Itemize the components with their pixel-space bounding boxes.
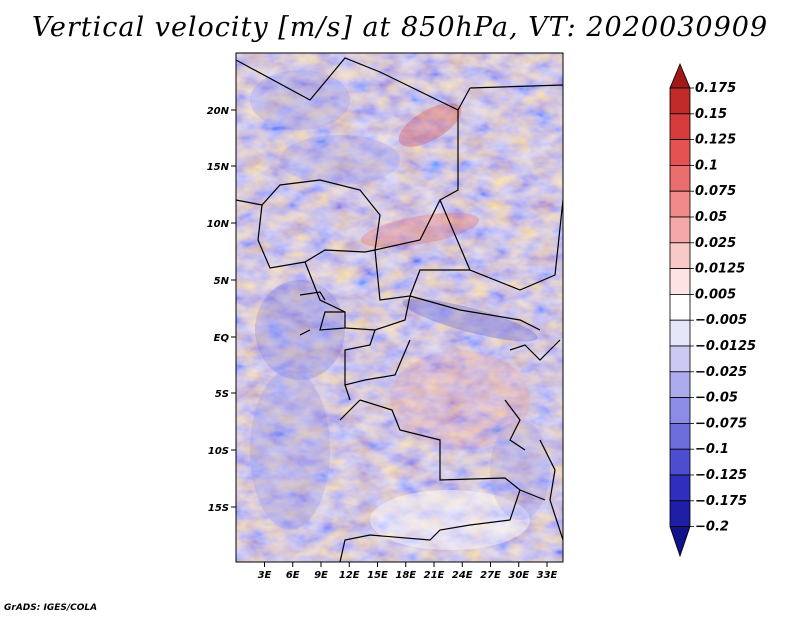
colorbar-label: −0.005: [695, 313, 747, 328]
colorbar-label: 0.125: [695, 133, 736, 148]
colorbar-swatch: [669, 190, 691, 218]
colorbar-swatch: [669, 62, 691, 89]
colorbar-swatch: [669, 319, 691, 347]
colorbar-swatch: [669, 448, 691, 476]
colorbar-swatch: [669, 397, 691, 424]
lat-label: 15N: [207, 162, 230, 173]
colorbar-swatch: [669, 371, 691, 398]
colorbar-label: 0.05: [695, 210, 727, 225]
lat-label: 10N: [207, 219, 230, 230]
colorbar-label: 0.0125: [695, 262, 745, 277]
colorbar-label: −0.075: [695, 416, 747, 431]
colorbar-swatch: [669, 216, 691, 244]
colorbar-label: −0.2: [695, 520, 729, 535]
colorbar-label: −0.175: [695, 494, 747, 509]
colorbar-label: −0.125: [695, 468, 747, 483]
colorbar-swatch: [669, 268, 691, 295]
colorbar: 0.175 0.15 0.125 0.1 0.075 0.05 0.025 0.0125 0.0…: [669, 62, 756, 558]
colorbar-swatch: [669, 139, 691, 166]
lon-label: 12E: [339, 570, 360, 581]
lat-label: 5N: [214, 276, 230, 287]
colorbar-label: 0.075: [695, 184, 736, 199]
lon-label: 24E: [452, 570, 473, 581]
colorbar-swatch: [669, 500, 691, 527]
colorbar-label: −0.0125: [695, 339, 756, 354]
lon-label: 3E: [258, 570, 272, 581]
lat-label: 10S: [208, 446, 229, 457]
colorbar-label: −0.025: [695, 365, 747, 380]
colorbar-swatch: [669, 474, 691, 502]
colorbar-label: 0.005: [695, 287, 736, 302]
colorbar-swatch: [669, 113, 691, 141]
colorbar-swatch: [669, 293, 691, 321]
colorbar-label: 0.025: [695, 236, 736, 251]
lat-label: 15S: [208, 503, 229, 514]
lon-label: 21E: [424, 570, 445, 581]
lat-label: EQ: [214, 333, 230, 344]
lon-label: 15E: [367, 570, 388, 581]
colorbar-swatch: [669, 164, 691, 192]
lat-label: 5S: [215, 389, 229, 400]
country-borders: [236, 57, 563, 562]
colorbar-label: 0.15: [695, 107, 727, 122]
colorbar-swatch: [669, 87, 691, 115]
colorbar-swatch: [669, 526, 691, 558]
lat-label: 20N: [207, 106, 230, 117]
colorbar-label: −0.05: [695, 391, 738, 406]
lon-label: 33E: [537, 570, 558, 581]
colorbar-swatch: [669, 422, 691, 450]
lon-label: 9E: [314, 570, 328, 581]
colorbar-swatch: [669, 345, 691, 373]
latitude-axis: 20N 15N 10N 5N EQ 5S 10S 15S: [207, 106, 236, 514]
colorbar-label: 0.1: [695, 158, 718, 173]
vertical-velocity-field: [236, 53, 563, 562]
colorbar-label: 0.175: [695, 81, 736, 96]
colorbar-label: −0.1: [695, 442, 729, 457]
page-title: Vertical velocity [m/s] at 850hPa, VT: 2…: [31, 12, 769, 43]
map-frame: [235, 52, 564, 563]
longitude-axis: 3E 6E 9E 12E 15E 18E 21E 24E 27E 30E 33E: [258, 562, 558, 581]
lon-label: 30E: [508, 570, 529, 581]
colorbar-swatch: [669, 242, 691, 270]
lon-label: 27E: [480, 570, 501, 581]
credit-label: GrADS: IGES/COLA: [4, 603, 98, 613]
lon-label: 18E: [395, 570, 416, 581]
lon-label: 6E: [286, 570, 300, 581]
